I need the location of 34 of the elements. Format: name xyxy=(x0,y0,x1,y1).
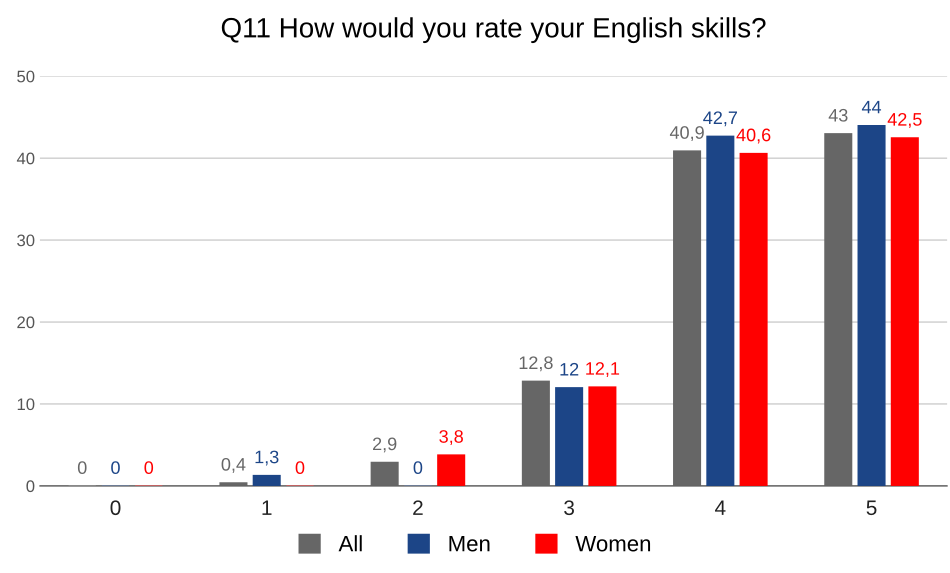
data-label: 0 xyxy=(111,461,120,474)
chart-title: Q11 How would you rate your English skills? xyxy=(222,17,766,44)
data-label: 0 xyxy=(296,461,304,474)
y-tick-label: 50 xyxy=(17,70,34,82)
data-label: 0,4 xyxy=(222,458,246,473)
x-tick-label: 3 xyxy=(564,500,574,516)
data-label: 42,7 xyxy=(703,111,738,126)
data-label: 0 xyxy=(78,461,87,474)
data-label: 12 xyxy=(560,362,578,376)
data-label: 40,9 xyxy=(670,126,704,142)
x-tick-label: 5 xyxy=(866,500,876,516)
data-label: 12,8 xyxy=(520,356,553,372)
y-tick-label: 0 xyxy=(26,480,34,492)
x-tick-label: 2 xyxy=(413,500,423,515)
y-tick-label: 30 xyxy=(17,234,34,246)
legend-label: All xyxy=(338,535,362,552)
data-label: 2,9 xyxy=(373,437,396,452)
data-label: 42,5 xyxy=(888,112,922,128)
x-tick-label: 0 xyxy=(110,500,120,516)
data-label: 1,3 xyxy=(256,450,278,466)
y-tick-label: 40 xyxy=(16,152,34,164)
data-label: 40,6 xyxy=(736,128,770,144)
y-tick-label: 20 xyxy=(17,316,34,328)
data-label: 0 xyxy=(144,461,154,474)
legend-label: Men xyxy=(449,536,490,552)
data-label: 43 xyxy=(828,108,848,122)
data-label: 0 xyxy=(414,461,422,474)
x-tick-label: 4 xyxy=(715,500,726,515)
x-tick-label: 1 xyxy=(262,500,272,515)
data-label: 12,1 xyxy=(586,362,620,377)
data-label: 3,8 xyxy=(439,430,463,445)
y-tick-label: 10 xyxy=(18,398,34,410)
data-label: 44 xyxy=(862,100,882,114)
legend-label: Women xyxy=(575,536,650,552)
